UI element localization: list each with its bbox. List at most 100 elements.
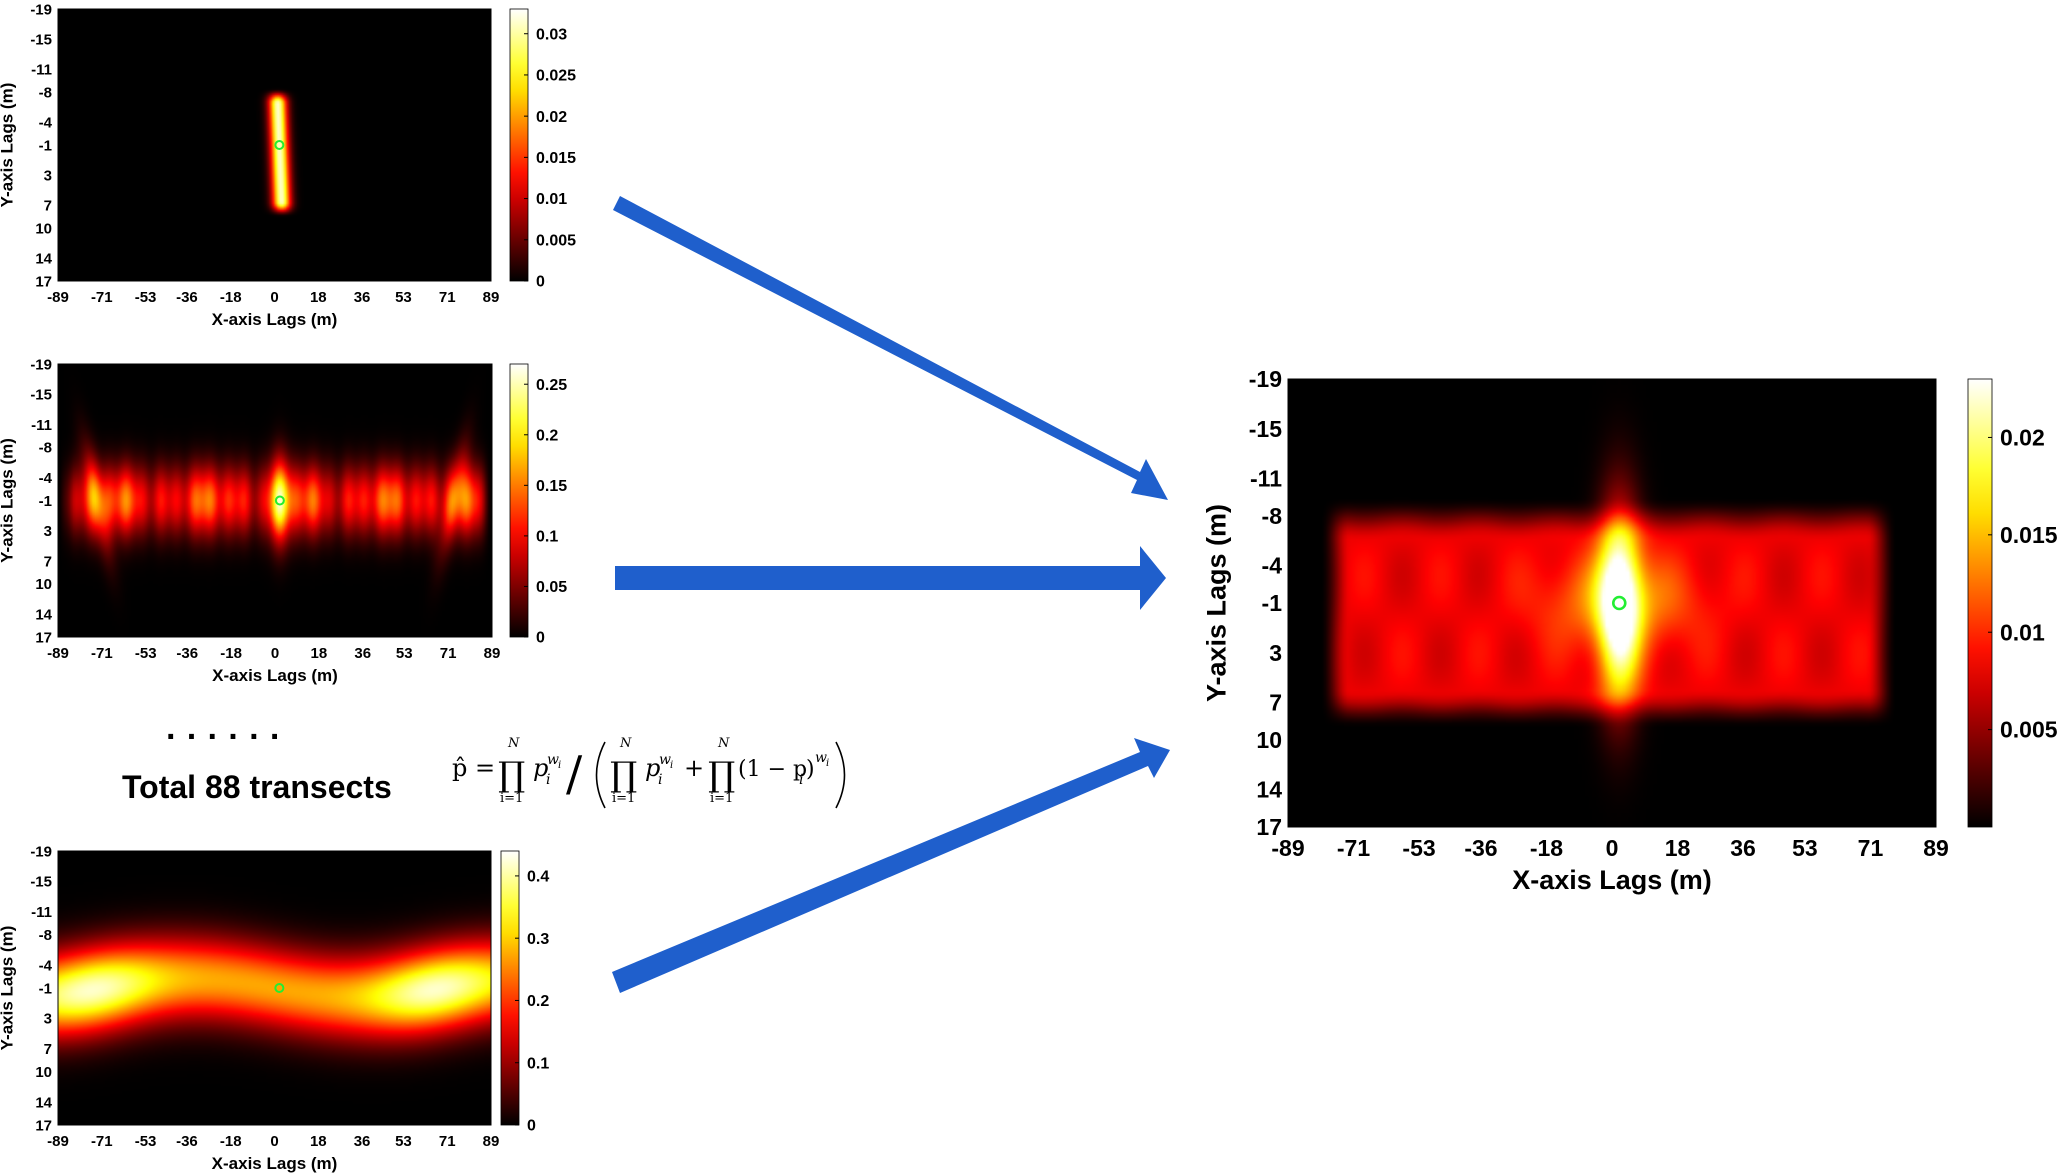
colorbar-tick-label: 0.01: [2000, 619, 2045, 645]
y-tick-label: -15: [1249, 416, 1282, 442]
formula-expsub-3: i: [826, 758, 829, 769]
total-transects-label: Total 88 transects: [122, 769, 392, 805]
y-tick-label: -19: [1249, 366, 1282, 392]
formula-one-minus: (1 − p: [738, 757, 807, 782]
y-tick-label: 17: [1256, 814, 1282, 840]
formula-lhs: p̂ =: [452, 754, 495, 782]
colorbar-tick-label: 0.005: [2000, 717, 2058, 743]
x-tick-label: -53: [135, 1133, 157, 1150]
formula-plus: +: [684, 754, 704, 782]
x-axis-label: X-axis Lags (m): [212, 666, 338, 685]
y-tick-label: -4: [39, 957, 53, 974]
formula-prod-1: ∏: [498, 755, 525, 795]
colorbar-tick-label: 0.3: [527, 931, 549, 948]
y-tick-label: -1: [39, 493, 52, 510]
arrows: [612, 196, 1170, 993]
y-tick-label: 10: [35, 1064, 52, 1081]
x-tick-label: 71: [1858, 835, 1884, 861]
y-tick-label: 7: [44, 198, 52, 215]
y-tick-label: -1: [39, 980, 52, 997]
ellipsis-dots: · · · · · ·: [166, 718, 281, 756]
x-axis-label: X-axis Lags (m): [212, 310, 338, 329]
x-tick-label: -71: [91, 1133, 113, 1150]
colorbar: [500, 850, 520, 1126]
colorbar-tick-label: 0.005: [536, 232, 576, 249]
y-tick-label: -19: [30, 843, 52, 860]
formula-close-3: ): [806, 757, 815, 782]
x-tick-label: -89: [47, 289, 69, 306]
x-tick-label: -36: [1464, 835, 1497, 861]
x-tick-label: 36: [1730, 835, 1756, 861]
x-tick-label: 89: [484, 645, 501, 662]
formula-exp-2: w: [659, 752, 671, 768]
y-tick-label: 7: [1269, 690, 1282, 716]
x-tick-label: -18: [220, 289, 242, 306]
x-tick-label: -71: [91, 289, 113, 306]
colorbar-tick-label: 0.02: [2000, 424, 2045, 450]
x-tick-label: 0: [271, 645, 279, 662]
y-tick-label: 10: [1256, 727, 1282, 753]
y-tick-label: 7: [44, 1041, 52, 1058]
x-tick-label: 36: [354, 289, 371, 306]
y-tick-label: 17: [35, 273, 52, 290]
formula-prod-2-upper: N: [619, 736, 632, 751]
formula-expsub-1: i: [558, 760, 561, 771]
colorbar-tick-label: 0.25: [536, 377, 567, 394]
formula-prod-3-upper: N: [717, 736, 730, 751]
arrow-bottom-to-combined: [612, 738, 1170, 993]
y-tick-label: 14: [35, 251, 52, 268]
colorbar-tick-label: 0.02: [536, 109, 567, 126]
colorbar-tick-label: 0.2: [536, 427, 558, 444]
heatmap-panel-top-left: -89 -71 -53 -36 -18 0 18 36 53 71 89 -19 -15 -11 -8 -4 -…: [0, 1, 576, 329]
y-tick-label: 3: [44, 167, 52, 184]
formula-exp-3: w: [815, 750, 827, 766]
y-tick-label: 14: [35, 1094, 52, 1111]
formula-prod-1-lower: i=1: [500, 791, 523, 806]
colorbar-tick-label: 0.03: [536, 26, 567, 43]
y-tick-label: -8: [39, 84, 52, 101]
colorbar: [509, 8, 529, 282]
y-tick-label: 14: [1256, 777, 1282, 803]
colorbar-tick-label: 0: [536, 274, 545, 291]
x-axis-label: X-axis Lags (m): [212, 1154, 338, 1173]
y-tick-label: -4: [39, 470, 53, 487]
origin-marker: [274, 495, 285, 506]
y-tick-label: -4: [1262, 553, 1283, 579]
formula-base-2: p: [645, 754, 660, 782]
x-tick-label: -89: [1271, 835, 1304, 861]
colorbar: [1967, 378, 1993, 828]
y-tick-label: -8: [39, 927, 52, 944]
probability-formula: p̂ = N ∏ i=1 p i w i / N ∏ i=1 p i w i +…: [452, 736, 846, 809]
y-tick-label: -15: [30, 387, 52, 404]
x-tick-label: -18: [220, 1133, 242, 1150]
y-axis-label: Y-axis Lags (m): [0, 438, 17, 563]
heatmap-frame: [57, 8, 492, 282]
heatmap-panel-middle-left: -89 -71 -53 -36 -18 0 18 36 53 71 89 -19 -15 -11 -8 -4 -…: [0, 356, 567, 685]
arrow-top-to-combined: [613, 196, 1168, 500]
x-tick-label: 89: [1923, 835, 1949, 861]
formula-close-paren: [835, 741, 846, 809]
x-tick-label: 71: [439, 289, 456, 306]
y-tick-label: 17: [35, 1117, 52, 1134]
formula-prod-2-lower: i=1: [612, 791, 635, 806]
colorbar-tick-label: 0: [527, 1118, 536, 1135]
y-tick-label: 3: [44, 1011, 52, 1028]
y-tick-label: -11: [31, 904, 52, 921]
y-tick-label: -8: [39, 440, 52, 457]
y-tick-label: -15: [30, 31, 52, 48]
colorbar-tick-label: 0.1: [536, 528, 558, 545]
x-tick-label: 0: [270, 289, 278, 306]
colorbar-tick-label: 0.015: [536, 150, 576, 167]
x-tick-label: 18: [310, 1133, 327, 1150]
y-tick-label: -19: [30, 356, 52, 373]
y-tick-label: -1: [39, 137, 52, 154]
y-axis-label: Y-axis Lags (m): [0, 926, 17, 1051]
y-tick-label: -4: [39, 115, 53, 132]
y-axis-label: Y-axis Lags (m): [1202, 504, 1232, 702]
y-tick-label: 7: [44, 553, 52, 570]
x-tick-label: -36: [176, 289, 198, 306]
x-tick-label: 36: [354, 645, 371, 662]
colorbar-tick-label: 0.2: [527, 993, 549, 1010]
x-tick-label: 53: [395, 289, 412, 306]
